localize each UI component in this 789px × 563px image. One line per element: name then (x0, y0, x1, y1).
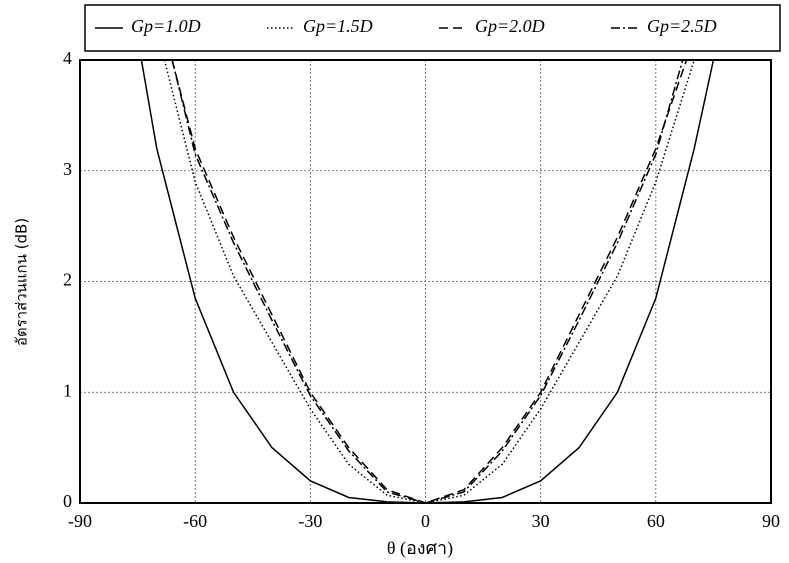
x-axis-label: θ (องศา) (387, 538, 453, 559)
line-series (163, 59, 695, 503)
x-tick-label: -60 (183, 511, 207, 531)
y-tick-label: 4 (63, 48, 72, 68)
legend-label: Gp=2.0D (475, 16, 545, 36)
y-tick-label: 2 (63, 270, 72, 290)
y-axis-label: อัตราส่วนแกน (dB) (13, 218, 31, 346)
legend-box (84, 4, 781, 52)
x-tick-label: -30 (298, 511, 322, 531)
x-tick-label: 60 (647, 511, 665, 531)
y-tick-label: 1 (63, 380, 72, 400)
y-tick-label: 3 (63, 159, 72, 179)
x-tick-label: -90 (68, 511, 92, 531)
plot-area (79, 59, 772, 504)
x-tick-label: 90 (762, 511, 780, 531)
plot-frame (79, 59, 772, 504)
x-tick-label: 0 (421, 511, 430, 531)
x-tick-label: 30 (532, 511, 550, 531)
legend-label: Gp=2.5D (647, 16, 717, 36)
line-series (171, 59, 684, 503)
legend-label: Gp=1.5D (303, 16, 373, 36)
y-tick-label: 0 (63, 491, 72, 511)
line-series (140, 59, 715, 503)
line-series (171, 59, 688, 503)
legend-label: Gp=1.0D (131, 16, 201, 36)
